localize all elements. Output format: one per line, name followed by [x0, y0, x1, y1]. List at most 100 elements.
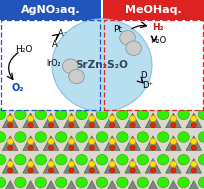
- Bar: [104, 20, 203, 110]
- Polygon shape: [23, 181, 38, 189]
- Circle shape: [68, 161, 75, 167]
- Circle shape: [48, 138, 54, 144]
- Circle shape: [157, 177, 169, 188]
- Text: MeOHaq.: MeOHaq.: [125, 5, 182, 15]
- Circle shape: [191, 161, 197, 167]
- Polygon shape: [23, 136, 38, 150]
- Polygon shape: [43, 113, 59, 128]
- Circle shape: [120, 31, 135, 45]
- Circle shape: [28, 145, 33, 150]
- Circle shape: [110, 145, 115, 150]
- Circle shape: [96, 109, 108, 120]
- Polygon shape: [64, 181, 79, 189]
- Circle shape: [150, 116, 156, 122]
- Circle shape: [109, 161, 115, 167]
- Circle shape: [198, 154, 204, 165]
- Circle shape: [28, 168, 33, 173]
- Circle shape: [178, 109, 189, 120]
- Circle shape: [35, 109, 47, 120]
- Text: H₂: H₂: [152, 23, 164, 33]
- Circle shape: [76, 109, 87, 120]
- Circle shape: [28, 123, 33, 128]
- Circle shape: [110, 168, 115, 173]
- Circle shape: [130, 145, 135, 150]
- Polygon shape: [84, 113, 100, 128]
- Circle shape: [48, 116, 54, 122]
- Circle shape: [76, 132, 87, 142]
- Circle shape: [0, 154, 6, 165]
- Circle shape: [137, 154, 149, 165]
- Circle shape: [117, 109, 128, 120]
- Circle shape: [27, 116, 34, 122]
- Circle shape: [191, 168, 196, 173]
- Polygon shape: [64, 158, 79, 173]
- Circle shape: [89, 168, 94, 173]
- Polygon shape: [125, 136, 140, 150]
- Circle shape: [117, 154, 128, 165]
- Circle shape: [109, 116, 115, 122]
- Polygon shape: [43, 158, 59, 173]
- Text: AgNO₃aq.: AgNO₃aq.: [21, 5, 80, 15]
- Circle shape: [35, 154, 47, 165]
- Circle shape: [15, 132, 26, 142]
- Polygon shape: [166, 113, 181, 128]
- Bar: [104, 21, 203, 110]
- Polygon shape: [84, 136, 100, 150]
- Text: O₂: O₂: [11, 83, 24, 93]
- Circle shape: [126, 41, 141, 55]
- Circle shape: [171, 168, 176, 173]
- Circle shape: [63, 59, 78, 73]
- Polygon shape: [43, 136, 59, 150]
- Circle shape: [7, 161, 13, 167]
- Polygon shape: [2, 113, 18, 128]
- Circle shape: [0, 177, 6, 188]
- Circle shape: [68, 116, 75, 122]
- Polygon shape: [166, 136, 181, 150]
- Circle shape: [198, 177, 204, 188]
- Polygon shape: [145, 181, 161, 189]
- Circle shape: [48, 123, 54, 128]
- Circle shape: [76, 154, 87, 165]
- Bar: [103, 0, 204, 20]
- Circle shape: [137, 177, 149, 188]
- Polygon shape: [186, 113, 202, 128]
- Polygon shape: [104, 158, 120, 173]
- Circle shape: [69, 69, 84, 84]
- Circle shape: [68, 138, 75, 144]
- Circle shape: [130, 123, 135, 128]
- Polygon shape: [125, 113, 140, 128]
- Circle shape: [178, 177, 189, 188]
- Polygon shape: [23, 113, 38, 128]
- Circle shape: [89, 145, 94, 150]
- Circle shape: [8, 123, 13, 128]
- Bar: [1, 21, 100, 110]
- Polygon shape: [166, 181, 181, 189]
- Circle shape: [15, 109, 26, 120]
- Polygon shape: [104, 181, 120, 189]
- Polygon shape: [186, 158, 202, 173]
- Circle shape: [157, 132, 169, 142]
- Polygon shape: [64, 113, 79, 128]
- Circle shape: [55, 154, 67, 165]
- Circle shape: [96, 132, 108, 142]
- Polygon shape: [84, 158, 100, 173]
- Circle shape: [150, 138, 156, 144]
- Circle shape: [157, 154, 169, 165]
- Circle shape: [117, 132, 128, 142]
- Circle shape: [35, 132, 47, 142]
- Circle shape: [69, 168, 74, 173]
- Circle shape: [178, 132, 189, 142]
- Circle shape: [171, 123, 176, 128]
- Bar: [0, 0, 101, 20]
- Circle shape: [89, 161, 95, 167]
- Polygon shape: [84, 181, 100, 189]
- Polygon shape: [23, 158, 38, 173]
- Circle shape: [8, 168, 13, 173]
- Polygon shape: [64, 136, 79, 150]
- Text: Pt: Pt: [113, 25, 122, 34]
- Text: IrO₂: IrO₂: [46, 59, 60, 68]
- Circle shape: [48, 161, 54, 167]
- Polygon shape: [43, 181, 59, 189]
- Circle shape: [7, 116, 13, 122]
- Text: H₂O: H₂O: [15, 45, 32, 54]
